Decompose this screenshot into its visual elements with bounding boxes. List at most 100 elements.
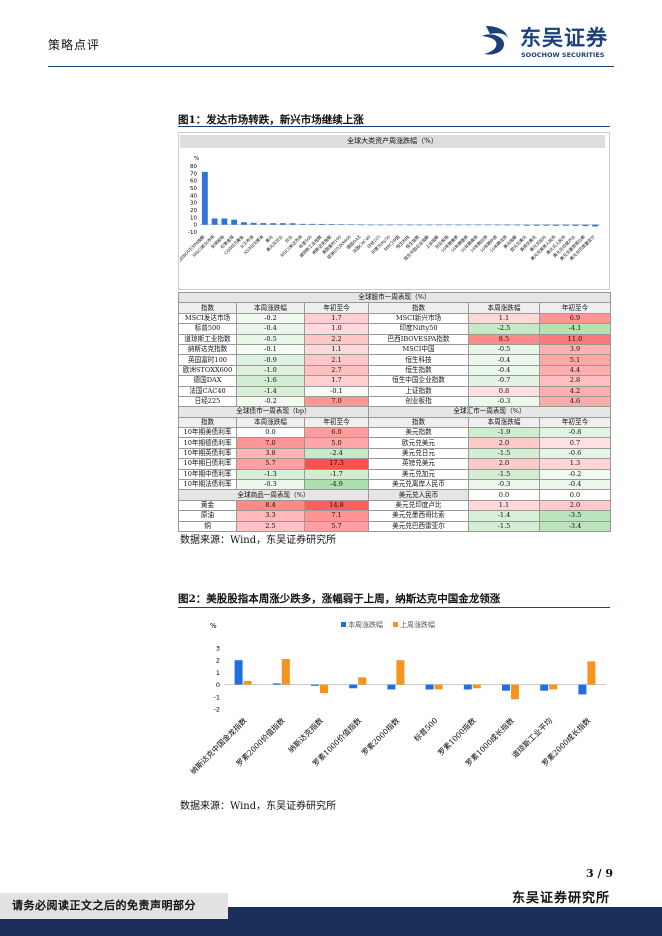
- left-name: 德国DAX: [178, 375, 237, 387]
- chart2-ytick-4: -1: [214, 693, 220, 701]
- chart1-xlabel-9: 日元: [284, 234, 294, 244]
- right-ytd: 5.1: [538, 354, 612, 366]
- right-week: -1.5: [468, 468, 540, 481]
- right-ytd: 11.0: [538, 333, 612, 345]
- chart1-bar-18: [377, 224, 384, 226]
- chart1-ytick-9: -10: [188, 230, 197, 236]
- left-ytd: -1.7: [304, 468, 369, 481]
- left-name: 10年期英债利率: [178, 447, 237, 460]
- chart1-xlabel-7: 美元: [264, 233, 275, 244]
- left-col-week: 本周涨跌幅: [236, 302, 305, 314]
- figure2-source: 数据来源：Wind，东吴证券研究所: [180, 801, 337, 812]
- left-week: 3.8: [236, 447, 305, 460]
- bond-fx-column-header: 指数 本周涨跌幅 年初至今 指数 本周涨跌幅 年初至今: [178, 416, 612, 429]
- bond-fx-section: 全球债市一周表现（bp） 全球汇市一周表现（%）: [178, 406, 612, 418]
- left-name: 欧洲STOXX600: [178, 364, 237, 377]
- chart2-bar-0-3: [349, 684, 358, 689]
- chart1-ytick-6: 20: [190, 208, 197, 214]
- logo-mark-icon: [482, 26, 508, 55]
- left-week: 8.4: [236, 499, 305, 512]
- right-ytd: 4.6: [538, 395, 612, 408]
- right-week: 1.1: [468, 499, 540, 512]
- left-name: 10年期美债利率: [178, 427, 237, 439]
- right-ytd: 0.0: [538, 489, 612, 501]
- chart2-bar-0-0: [234, 660, 243, 685]
- chart2-bar-1-4: [396, 660, 405, 685]
- equity-row: 德国DAX -1.6 1.7 恒生中国企业指数 -0.7 2.8: [178, 375, 612, 387]
- right-week: 0.8: [468, 385, 540, 397]
- bond-fx-row: 10年期法债利率 -0.3 -4.9 美元兑离岸人民币 -0.3 -0.4: [178, 479, 612, 491]
- left-ytd: 6.0: [304, 427, 369, 439]
- right-ytd: 1.3: [538, 458, 612, 470]
- equity-row: 欧洲STOXX600 -1.0 2.7 恒生指数 -0.4 4.4: [178, 364, 612, 377]
- chart1-bar-13: [328, 224, 335, 225]
- right-name: 恒生中国企业指数: [368, 375, 469, 387]
- chart2-xlabel-2: 纳斯达克指数: [286, 715, 326, 755]
- logo-text-cn: 东吴证券: [520, 26, 608, 50]
- report-category: 策略点评: [48, 38, 101, 52]
- right-name: 美元兑离岸人民币: [368, 479, 469, 491]
- right-week: 1.1: [468, 312, 540, 325]
- right-name: 巴西IBOVESPA指数: [368, 333, 469, 345]
- right-week: 2.0: [468, 458, 540, 470]
- chart2-ytick-0: 3: [216, 645, 220, 653]
- left-week: 2.5: [236, 520, 305, 533]
- equity-row: 纳斯达克指数 -0.1 1.1 MSCI中国 -0.5 3.9: [178, 343, 612, 356]
- figure2-title: 图2：美股股指本周涨少跌多，涨幅弱于上周，纳斯达克中国金龙领涨: [178, 593, 501, 605]
- chart2-legend-swatch-1: [393, 622, 398, 627]
- right-ytd: -3.4: [538, 520, 612, 533]
- left-ytd: 14.8: [304, 499, 369, 512]
- right-week: -2.5: [468, 323, 540, 335]
- equity-column-header: 指数 本周涨跌幅 年初至今 指数 本周涨跌幅 年初至今: [178, 302, 612, 314]
- right-name: 美元兑墨西哥比索: [368, 510, 469, 522]
- disclaimer-note: 请务必阅读正文之后的免责声明部分: [0, 893, 228, 919]
- right-week: 8.5: [468, 333, 540, 345]
- right-col-week: 本周涨跌幅: [468, 416, 540, 429]
- chart2-bar-0-1: [272, 683, 281, 685]
- left-ytd: 1.1: [304, 343, 369, 356]
- figure1-frame: [178, 132, 610, 290]
- right-name: 英镑兑美元: [368, 458, 469, 470]
- chart2-bar-0-2: [311, 684, 319, 686]
- right-week: -1.9: [468, 427, 540, 439]
- chart1-bar-11: [309, 223, 316, 225]
- market-table: 全球股市一周表现（%） 指数 本周涨跌幅 年初至今 指数 本周涨跌幅 年初至今 MSCI发达市…: [177, 291, 612, 533]
- right-week: -0.3: [468, 395, 540, 408]
- right-week: -0.5: [468, 343, 540, 356]
- left-week: -0.4: [236, 323, 305, 335]
- right-name: 美元兑加元: [368, 468, 469, 481]
- chart1-bar-27: [465, 224, 472, 226]
- chart1-bar-19: [387, 224, 394, 226]
- chart2-ytick-5: -2: [214, 706, 220, 714]
- left-week: -0.3: [236, 479, 305, 491]
- right-week: -0.7: [468, 375, 540, 387]
- right-col-week: 本周涨跌幅: [468, 302, 540, 314]
- left-week: -1.0: [236, 364, 305, 377]
- right-ytd: 3.9: [538, 343, 612, 356]
- left-ytd: -0.1: [304, 385, 369, 397]
- chart1-bar-1: [211, 218, 218, 225]
- chart1-ytick-7: 10: [190, 215, 197, 221]
- figure1-source: 数据来源：Wind，东吴证券研究所: [180, 535, 337, 546]
- chart1-bar-12: [319, 223, 325, 225]
- footer-org: 东吴证券研究所: [512, 891, 611, 906]
- chart1-bar-34: [533, 224, 540, 226]
- left-name: 原油: [178, 510, 237, 522]
- equity-row: 法国CAC40 -1.4 -0.1 上证指数 0.8 4.2: [178, 385, 612, 397]
- bond-fx-row: 10年期中债利率 -1.3 -1.7 美元兑加元 -1.5 -0.2: [178, 468, 612, 481]
- left-name: 日经225: [178, 395, 237, 408]
- left-ytd: 5.7: [304, 520, 369, 533]
- left-col-week: 本周涨跌幅: [236, 416, 305, 429]
- chart1-ytick-2: 60: [190, 179, 197, 185]
- chart1-bar-22: [416, 224, 423, 226]
- right-ytd: 4.4: [538, 364, 612, 377]
- right-name: 美元兑日元: [368, 447, 469, 460]
- chart1-bar-28: [475, 224, 481, 226]
- right-ytd: 2.0: [538, 499, 612, 512]
- right-week: -1.4: [468, 510, 540, 522]
- left-name: 10年期德债利率: [178, 437, 237, 449]
- left-week: 5.7: [236, 458, 305, 470]
- left-ytd: 17.3: [304, 458, 369, 470]
- left-name: 标普500: [178, 323, 237, 335]
- chart2-xlabel-4: 罗素2000指数: [359, 715, 402, 758]
